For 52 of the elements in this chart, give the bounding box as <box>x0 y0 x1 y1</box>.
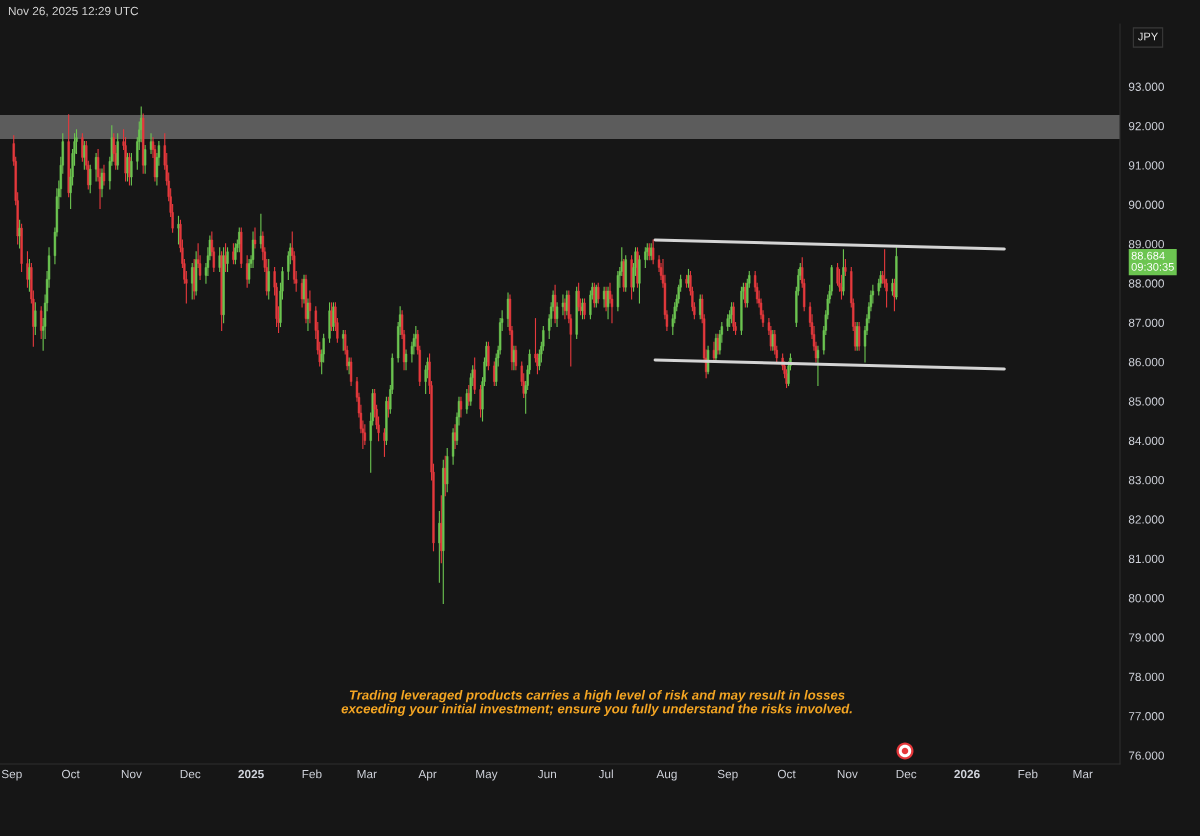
y-tick-label: 76.000 <box>1128 751 1164 760</box>
x-tick-label: Nov <box>121 769 142 779</box>
x-tick-label: 2026 <box>954 769 980 779</box>
y-tick-label: 80.000 <box>1128 594 1164 603</box>
x-tick-label: Feb <box>1018 769 1038 779</box>
x-tick-label: Apr <box>418 769 437 781</box>
x-tick-label: Sep <box>717 769 738 781</box>
text: Nov 26, 2025 12:29 UTC <box>8 6 139 17</box>
x-tick-label: Oct <box>777 769 796 779</box>
x-tick-label: 2025 <box>238 769 264 779</box>
y-tick-label: 86.000 <box>1128 357 1164 367</box>
y-tick-label: 79.000 <box>1128 633 1164 642</box>
x-tick-label: Mar <box>357 769 377 779</box>
y-tick-label: 85.000 <box>1128 397 1164 406</box>
candlestick <box>732 302 735 332</box>
y-tick-label: 89.000 <box>1128 239 1164 249</box>
x-tick-label: May <box>476 769 498 781</box>
x-tick-label: Mar <box>1073 769 1093 779</box>
x-tick-label: Sep <box>1 769 22 781</box>
candlestick <box>714 333 718 363</box>
y-tick-label: 92.000 <box>1128 121 1164 131</box>
candlestick <box>218 247 221 273</box>
x-tick-label: Oct <box>61 769 80 779</box>
y-tick-label: 84.000 <box>1128 436 1164 446</box>
y-tick-label: 77.000 <box>1128 712 1164 721</box>
annotation: Trading leveraged products carries a high level of risk and may result in losses exceeding your initial investment; ensure you fully understand the risks involved. <box>341 689 852 717</box>
candlestick <box>597 282 600 304</box>
y-tick-label: 87.000 <box>1128 318 1164 327</box>
candlestick <box>638 255 641 304</box>
y-tick-label: 83.000 <box>1128 475 1164 485</box>
text: 88.684 09:30:35 <box>1131 251 1174 271</box>
y-tick-label: 78.000 <box>1128 672 1164 682</box>
y-tick-label: 88.000 <box>1128 279 1164 288</box>
candlestick <box>553 284 557 324</box>
candlestick <box>602 286 606 308</box>
y-tick-label: 93.000 <box>1128 82 1164 91</box>
y-tick-label: 90.000 <box>1128 200 1164 209</box>
x-tick-label: Dec <box>896 769 917 779</box>
y-axis-title: JPY <box>1137 32 1158 41</box>
x-tick-label: Dec <box>180 769 201 779</box>
y-tick-label: 82.000 <box>1128 515 1164 524</box>
x-tick-label: Feb <box>302 769 322 779</box>
candlestick <box>561 294 565 316</box>
candlestick <box>730 302 733 324</box>
y-tick-label: 81.000 <box>1128 554 1164 564</box>
candlestick <box>34 302 37 335</box>
x-tick-label: Aug <box>656 769 677 781</box>
x-tick-label: Jul <box>598 769 613 779</box>
y-tick-label: 91.000 <box>1128 161 1164 170</box>
x-tick-label: Nov <box>837 769 858 779</box>
candlestick <box>116 133 119 170</box>
x-tick-label: Jun <box>537 769 556 779</box>
